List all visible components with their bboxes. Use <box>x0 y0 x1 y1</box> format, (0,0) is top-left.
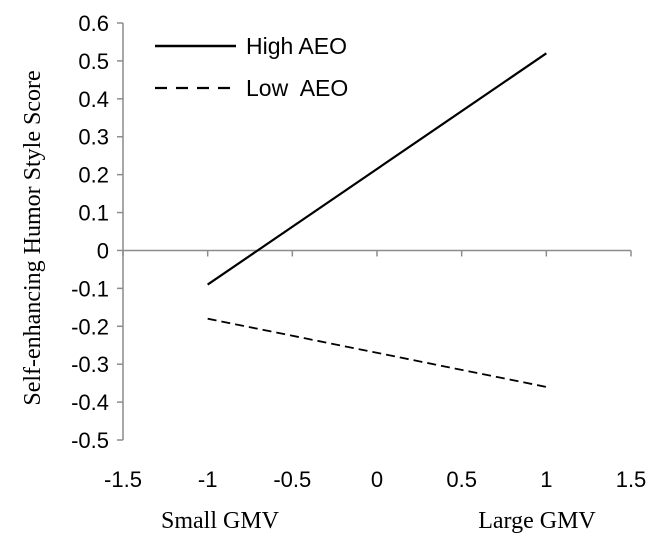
y-tick-label: -0.2 <box>71 314 109 339</box>
y-tick-label: 0.2 <box>78 163 109 188</box>
y-tick-label: 0 <box>97 238 109 263</box>
y-tick-label: -0.1 <box>71 276 109 301</box>
x-tick-label: 1 <box>540 467 552 492</box>
series-line-high-aeo <box>207 52 547 286</box>
y-tick-label: 0.5 <box>78 49 109 74</box>
y-tick-label: 0.3 <box>78 125 109 150</box>
x-tick-label: 1.5 <box>616 467 647 492</box>
y-tick-label: 0.4 <box>78 87 109 112</box>
legend-label-low-aeo: Low AEO <box>246 75 348 101</box>
x-tick-label: 0.5 <box>446 467 477 492</box>
x-annotation-small-gmv: Small GMV <box>161 508 280 533</box>
legend: High AEO Low AEO <box>155 33 348 101</box>
x-ticks: -1.5 -1 -0.5 0 0.5 1 1.5 <box>104 250 646 492</box>
x-tick-label: 0 <box>371 467 383 492</box>
x-tick-label: -1 <box>198 467 218 492</box>
y-tick-label: 0.6 <box>78 11 109 36</box>
y-axis-label: Self-enhancing Humor Style Score <box>20 70 46 405</box>
x-tick-label: -1.5 <box>104 467 142 492</box>
legend-label-high-aeo: High AEO <box>246 33 347 59</box>
series-lines <box>207 52 547 388</box>
y-ticks: 0.6 0.5 0.4 0.3 0.2 0.1 0 -0.1 -0.2 -0.3 -0.4 -0.5 <box>71 11 123 453</box>
y-tick-label: -0.5 <box>71 428 109 453</box>
y-tick-label: 0.1 <box>78 201 109 226</box>
x-tick-label: -0.5 <box>273 467 311 492</box>
y-tick-label: -0.3 <box>71 352 109 377</box>
axes <box>122 23 631 440</box>
x-annotation-large-gmv: Large GMV <box>478 508 596 533</box>
y-tick-label: -0.4 <box>71 390 109 415</box>
series-line-low-aeo <box>207 317 547 388</box>
